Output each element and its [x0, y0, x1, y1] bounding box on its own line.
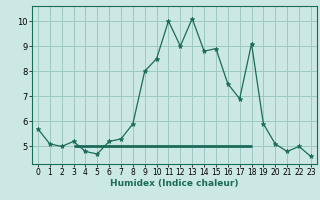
X-axis label: Humidex (Indice chaleur): Humidex (Indice chaleur) — [110, 179, 239, 188]
